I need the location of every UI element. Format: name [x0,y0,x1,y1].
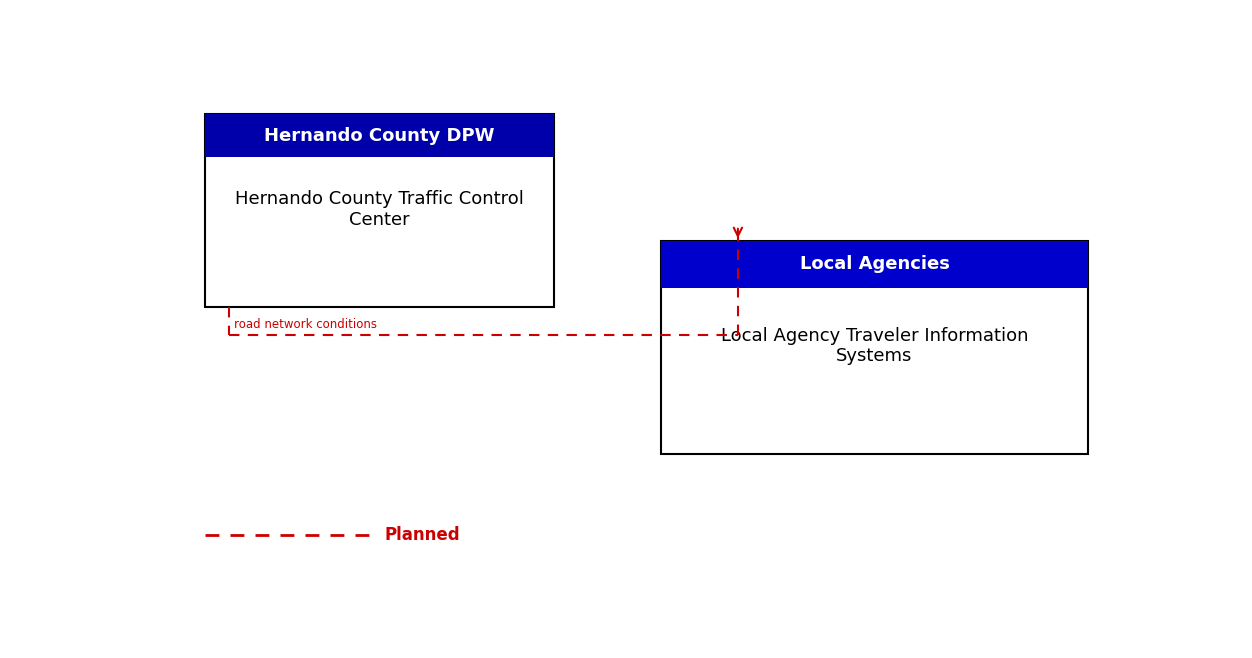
Bar [661,241,1088,288]
Text: Local Agencies: Local Agencies [800,255,949,274]
Bar [205,114,555,307]
Text: Local Agency Traveler Information
Systems: Local Agency Traveler Information System… [721,326,1028,365]
Bar [205,114,555,157]
Text: road network conditions: road network conditions [234,318,377,331]
Text: Hernando County Traffic Control
Center: Hernando County Traffic Control Center [235,190,525,229]
Text: Hernando County DPW: Hernando County DPW [264,126,495,145]
Bar [661,241,1088,454]
Text: Planned: Planned [384,526,461,544]
